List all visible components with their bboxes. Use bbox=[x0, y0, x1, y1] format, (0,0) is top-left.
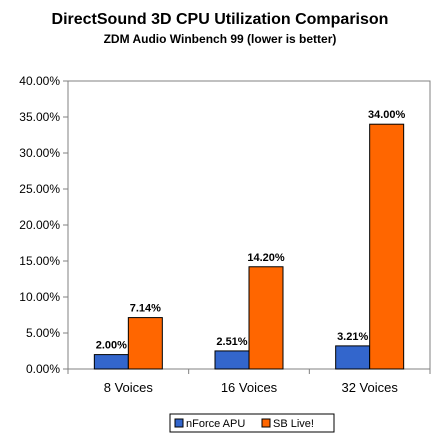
x-category-label: 32 Voices bbox=[341, 380, 398, 395]
y-tick-label: 25.00% bbox=[19, 182, 60, 196]
data-label: 7.14% bbox=[130, 303, 161, 315]
y-tick-label: 5.00% bbox=[26, 326, 60, 340]
x-category-label: 8 Voices bbox=[104, 380, 154, 395]
y-tick-label: 10.00% bbox=[19, 290, 60, 304]
y-tick-label: 30.00% bbox=[19, 146, 60, 160]
chart-title: DirectSound 3D CPU Utilization Compariso… bbox=[52, 11, 389, 28]
bar-sb-live-0 bbox=[127, 317, 163, 370]
y-axis: 0.00% 5.00% 10.00% 15.00% 20.00% 25.00% 30.00%… bbox=[19, 74, 68, 376]
y-tick-label: 20.00% bbox=[19, 218, 60, 232]
y-tick-label: 40.00% bbox=[19, 74, 60, 88]
y-tick-label: 35.00% bbox=[19, 110, 60, 124]
bars-group bbox=[93, 123, 405, 370]
chart-subtitle: ZDM Audio Winbench 99 (lower is better) bbox=[104, 32, 337, 46]
legend-box bbox=[169, 413, 335, 433]
data-label: 2.51% bbox=[216, 336, 247, 348]
legend: nForce APU SB Live! bbox=[169, 413, 335, 433]
y-tick-label: 0.00% bbox=[26, 362, 60, 376]
data-labels-group: 2.00% 7.14% 2.51% 14.20% 3.21% 34.00% bbox=[96, 109, 406, 351]
data-label: 14.20% bbox=[247, 252, 285, 264]
legend-label-nforce-apu: nForce APU bbox=[186, 418, 245, 430]
bar-sb-live-1 bbox=[248, 266, 284, 370]
bar-nforce-apu-2 bbox=[335, 345, 371, 370]
bar-nforce-apu-0 bbox=[93, 354, 129, 370]
data-label: 3.21% bbox=[337, 331, 368, 343]
y-tick-label: 15.00% bbox=[19, 254, 60, 268]
x-axis: 8 Voices 16 Voices 32 Voices bbox=[67, 369, 431, 395]
legend-swatch-sb-live bbox=[261, 418, 271, 428]
data-label: 2.00% bbox=[96, 340, 127, 352]
data-label: 34.00% bbox=[368, 109, 406, 121]
bar-nforce-apu-1 bbox=[214, 350, 250, 370]
bar-sb-live-2 bbox=[369, 123, 405, 370]
x-category-label: 16 Voices bbox=[221, 380, 278, 395]
legend-label-sb-live: SB Live! bbox=[273, 418, 314, 430]
legend-swatch-nforce-apu bbox=[174, 418, 184, 428]
